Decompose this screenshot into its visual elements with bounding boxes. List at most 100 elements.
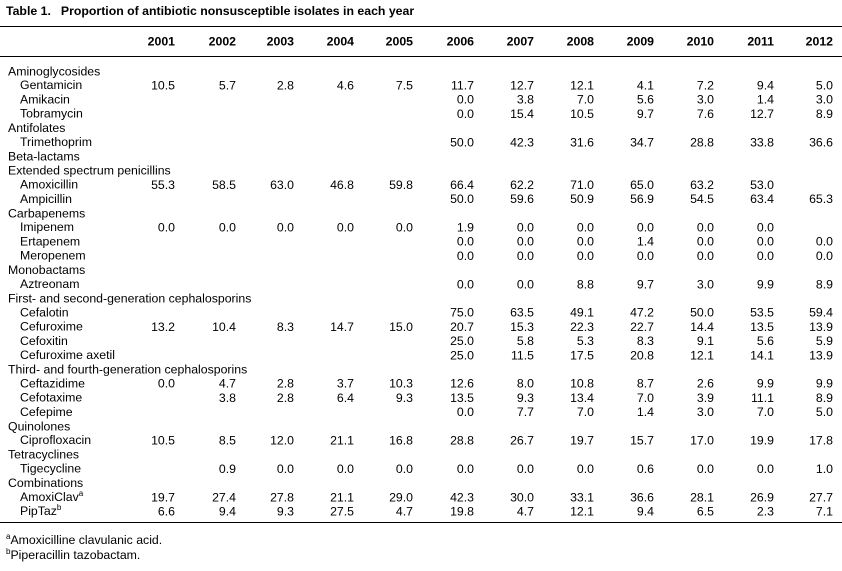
column-header: 2001	[148, 34, 176, 48]
cell-value: 62.2	[510, 178, 534, 192]
row-label-text: Meropenem	[20, 249, 86, 263]
cell-value: 19.7	[570, 433, 594, 447]
cell-value: 9.1	[697, 334, 714, 348]
cell-value: 0.0	[577, 462, 594, 476]
column-header: 2002	[209, 34, 237, 48]
cell-value: 12.1	[690, 348, 714, 362]
row-label: Amikacin	[20, 93, 70, 107]
cell-value: 13.9	[809, 348, 833, 362]
group-label: Combinations	[8, 476, 83, 490]
cell-value: 9.9	[816, 377, 833, 391]
cell-value: 8.9	[816, 391, 833, 405]
cell-value: 0.0	[457, 277, 474, 291]
cell-value: 1.0	[816, 462, 833, 476]
cell-value: 13.5	[750, 320, 774, 334]
cell-value: 29.0	[389, 490, 413, 504]
row-label-text: Ceftazidime	[20, 377, 85, 391]
cell-value: 42.3	[450, 490, 474, 504]
cell-value: 21.1	[330, 490, 354, 504]
cell-value: 12.0	[270, 433, 294, 447]
row-label-text: Aztreonam	[20, 277, 79, 291]
cell-value: 0.0	[757, 249, 774, 263]
cell-value: 3.9	[697, 391, 714, 405]
row-label-text: AmoxiClav	[20, 490, 80, 504]
cell-value: 0.0	[697, 462, 714, 476]
cell-value: 22.7	[630, 320, 654, 334]
cell-value: 49.1	[570, 306, 594, 320]
row-label: Gentamicin	[20, 78, 82, 92]
cell-value: 71.0	[570, 178, 594, 192]
cell-value: 0.9	[219, 462, 236, 476]
cell-value: 36.6	[630, 490, 654, 504]
column-header: 2010	[687, 34, 715, 48]
cell-value: 42.3	[510, 135, 534, 149]
cell-value: 0.0	[457, 93, 474, 107]
cell-value: 6.4	[337, 391, 354, 405]
group-label: Extended spectrum penicillins	[8, 164, 171, 178]
row-label-text: Gentamicin	[20, 78, 82, 92]
cell-value: 30.0	[510, 490, 534, 504]
cell-value: 27.7	[809, 490, 833, 504]
cell-value: 0.0	[158, 220, 175, 234]
cell-value: 0.0	[816, 249, 833, 263]
cell-value: 34.7	[630, 135, 654, 149]
cell-value: 0.0	[337, 220, 354, 234]
cell-value: 7.0	[757, 405, 774, 419]
group-label: Beta-lactams	[8, 149, 80, 163]
column-header: 2004	[327, 34, 355, 48]
footnote: bPiperacillin tazobactam.	[6, 547, 140, 562]
cell-value: 7.0	[577, 93, 594, 107]
cell-value: 31.6	[570, 135, 594, 149]
cell-value: 9.7	[637, 277, 654, 291]
cell-value: 5.6	[637, 93, 654, 107]
group-label: Antifolates	[8, 121, 65, 135]
row-label-text: Cefepime	[20, 405, 73, 419]
cell-value: 54.5	[690, 192, 714, 206]
cell-value: 6.5	[697, 504, 714, 518]
row-label: Ciprofloxacin	[20, 433, 91, 447]
cell-value: 0.0	[816, 235, 833, 249]
cell-value: 2.8	[277, 391, 294, 405]
cell-value: 12.1	[570, 78, 594, 92]
cell-value: 0.0	[577, 249, 594, 263]
row-label: Ceftazidime	[20, 377, 85, 391]
cell-value: 15.0	[389, 320, 413, 334]
column-header: 2009	[627, 34, 655, 48]
cell-value: 0.0	[517, 220, 534, 234]
cell-value: 8.9	[816, 107, 833, 121]
row-label: Amoxicillin	[20, 178, 78, 192]
column-header: 2006	[447, 34, 475, 48]
cell-value: 5.3	[577, 334, 594, 348]
cell-value: 3.8	[219, 391, 236, 405]
cell-value: 9.3	[517, 391, 534, 405]
group-label: First- and second-generation cephalospor…	[8, 291, 251, 305]
row-label-text: Trimethoprim	[20, 135, 92, 149]
row-label-text: Cefuroxime axetil	[20, 348, 115, 362]
cell-value: 2.3	[757, 504, 774, 518]
cell-value: 0.0	[337, 462, 354, 476]
cell-value: 55.3	[151, 178, 175, 192]
cell-value: 9.4	[219, 504, 236, 518]
cell-value: 59.8	[389, 178, 413, 192]
cell-value: 0.6	[637, 462, 654, 476]
row-label: Cefuroxime axetil	[20, 348, 115, 362]
cell-value: 8.9	[816, 277, 833, 291]
cell-value: 16.8	[389, 433, 413, 447]
cell-value: 1.4	[637, 235, 654, 249]
cell-value: 10.8	[570, 377, 594, 391]
cell-value: 0.0	[577, 235, 594, 249]
cell-value: 3.0	[697, 277, 714, 291]
cell-value: 9.7	[637, 107, 654, 121]
cell-value: 21.1	[330, 433, 354, 447]
column-header: 2011	[747, 34, 774, 48]
row-label: Cefotaxime	[20, 391, 82, 405]
cell-value: 26.9	[750, 490, 774, 504]
group-label: Aminoglycosides	[8, 64, 100, 78]
cell-value: 56.9	[630, 192, 654, 206]
cell-value: 0.0	[697, 249, 714, 263]
column-header: 2012	[806, 34, 834, 48]
cell-value: 13.9	[809, 320, 833, 334]
cell-value: 19.7	[151, 490, 175, 504]
cell-value: 8.3	[637, 334, 654, 348]
cell-value: 25.0	[450, 348, 474, 362]
